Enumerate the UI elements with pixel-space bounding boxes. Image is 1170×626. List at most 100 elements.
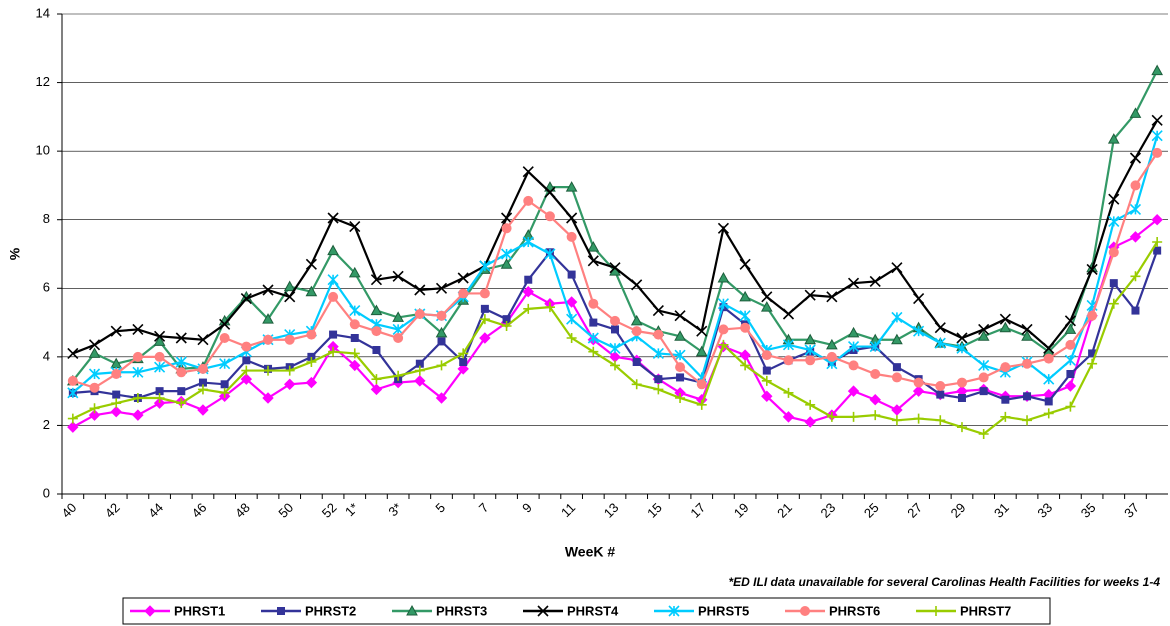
- marker: [674, 349, 686, 361]
- marker: [610, 315, 620, 326]
- marker: [1108, 193, 1120, 205]
- marker: [1021, 330, 1033, 341]
- marker: [1130, 180, 1141, 191]
- x-axis-label: WeeK #: [565, 544, 616, 560]
- marker: [674, 310, 686, 322]
- marker: [349, 319, 360, 330]
- marker: [328, 346, 339, 357]
- marker: [847, 277, 860, 289]
- marker: [760, 301, 773, 312]
- marker: [1109, 279, 1118, 288]
- marker: [522, 286, 534, 298]
- marker: [132, 409, 144, 421]
- marker: [978, 429, 989, 439]
- marker: [111, 398, 122, 409]
- marker: [459, 358, 468, 366]
- marker: [154, 330, 166, 342]
- marker: [652, 305, 664, 317]
- marker: [153, 335, 166, 346]
- marker: [891, 262, 903, 274]
- marker: [544, 248, 556, 260]
- marker: [804, 344, 816, 356]
- x-tick-label: 40: [59, 500, 80, 521]
- x-tick-label: 42: [102, 500, 123, 521]
- marker: [544, 186, 556, 198]
- marker: [89, 403, 100, 414]
- marker: [1066, 370, 1075, 378]
- marker: [588, 298, 599, 309]
- marker: [501, 248, 513, 260]
- marker: [566, 333, 577, 343]
- marker: [1043, 353, 1054, 364]
- marker: [718, 324, 729, 335]
- marker: [502, 315, 511, 324]
- marker: [891, 404, 903, 416]
- marker: [479, 314, 490, 325]
- marker: [761, 390, 773, 402]
- marker: [826, 411, 837, 422]
- marker: [956, 332, 968, 344]
- marker: [1065, 339, 1076, 350]
- marker: [1108, 298, 1119, 309]
- marker: [870, 410, 881, 421]
- marker: [348, 266, 361, 278]
- marker: [175, 332, 187, 344]
- marker: [891, 333, 903, 345]
- marker: [1043, 408, 1054, 419]
- marker: [782, 339, 795, 351]
- marker: [1064, 323, 1077, 334]
- x-tick-label: 33: [1034, 500, 1055, 521]
- marker: [458, 348, 469, 359]
- marker: [1130, 271, 1141, 282]
- x-tick-label: 46: [189, 500, 210, 521]
- marker: [1131, 306, 1140, 315]
- marker: [1129, 152, 1142, 164]
- marker: [609, 342, 621, 354]
- marker: [350, 334, 359, 342]
- x-tick-label: 31: [991, 500, 1012, 521]
- marker: [283, 280, 296, 292]
- marker: [978, 372, 989, 383]
- marker: [761, 291, 773, 303]
- marker: [153, 397, 166, 409]
- marker: [522, 166, 534, 178]
- marker: [435, 392, 448, 404]
- marker: [370, 274, 383, 286]
- marker: [1065, 401, 1076, 412]
- marker: [1064, 380, 1077, 392]
- marker: [654, 375, 663, 384]
- marker: [406, 604, 418, 616]
- marker: [1108, 215, 1120, 227]
- marker: [219, 387, 230, 398]
- marker: [176, 398, 187, 409]
- marker: [414, 365, 425, 376]
- marker: [891, 311, 903, 323]
- marker: [978, 359, 990, 371]
- marker: [392, 311, 404, 322]
- marker: [587, 241, 600, 252]
- marker: [913, 377, 924, 388]
- marker: [67, 413, 78, 424]
- marker: [1043, 373, 1055, 385]
- marker: [1086, 263, 1098, 275]
- marker: [501, 321, 512, 331]
- marker: [913, 293, 925, 305]
- marker: [1064, 315, 1076, 327]
- marker: [175, 356, 187, 368]
- marker: [414, 284, 426, 296]
- marker: [501, 212, 513, 224]
- marker: [457, 363, 469, 375]
- marker: [241, 365, 252, 376]
- marker: [869, 341, 881, 353]
- marker: [197, 404, 209, 416]
- marker: [587, 255, 599, 267]
- marker: [219, 358, 231, 370]
- marker: [1153, 246, 1162, 255]
- x-tick-label: 1*: [342, 500, 361, 519]
- series: [67, 214, 1163, 433]
- marker: [1151, 114, 1163, 126]
- marker: [826, 338, 838, 350]
- marker: [88, 368, 101, 380]
- marker: [1129, 107, 1142, 118]
- marker: [155, 387, 164, 396]
